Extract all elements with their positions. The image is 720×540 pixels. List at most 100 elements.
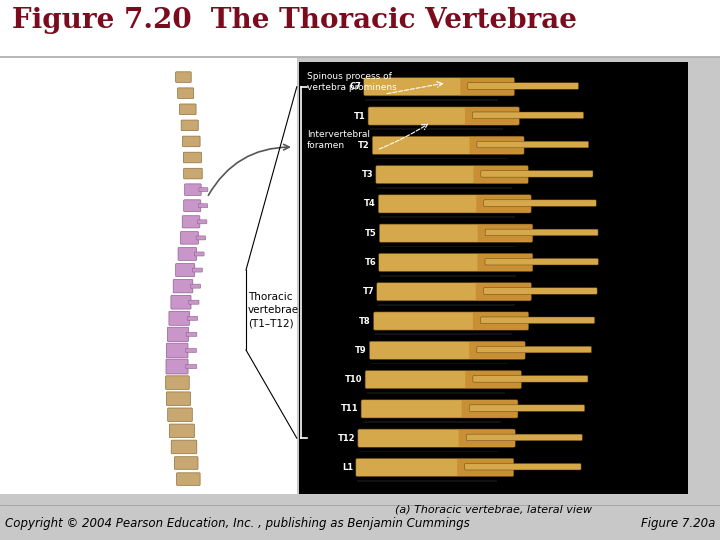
FancyBboxPatch shape [167,327,189,341]
Text: T11: T11 [341,404,359,414]
FancyBboxPatch shape [184,200,201,212]
FancyBboxPatch shape [477,346,591,353]
FancyBboxPatch shape [179,104,196,114]
FancyBboxPatch shape [485,259,598,265]
FancyBboxPatch shape [196,236,206,240]
FancyBboxPatch shape [182,215,200,228]
FancyBboxPatch shape [174,457,198,469]
FancyBboxPatch shape [465,107,519,125]
FancyBboxPatch shape [361,400,518,418]
FancyBboxPatch shape [182,136,200,147]
Bar [375,333,512,335]
FancyBboxPatch shape [199,204,207,208]
FancyBboxPatch shape [166,343,188,358]
FancyBboxPatch shape [176,473,200,485]
Bar [374,158,508,159]
FancyBboxPatch shape [186,364,197,368]
FancyBboxPatch shape [171,295,191,309]
FancyBboxPatch shape [187,316,198,320]
FancyBboxPatch shape [467,434,582,441]
Text: Thoracic
vertebrae
(T1–T12): Thoracic vertebrae (T1–T12) [248,292,299,328]
Bar [371,363,508,364]
Text: Figure 7.20  The Thoracic Vertebrae: Figure 7.20 The Thoracic Vertebrae [12,6,577,33]
FancyBboxPatch shape [474,166,528,183]
FancyBboxPatch shape [174,279,193,293]
FancyBboxPatch shape [476,283,531,300]
FancyBboxPatch shape [477,141,589,148]
Bar [359,450,498,453]
FancyBboxPatch shape [480,317,595,323]
Bar [0,57,720,540]
Text: L1: L1 [342,463,354,472]
FancyBboxPatch shape [189,300,199,304]
FancyBboxPatch shape [166,376,189,389]
FancyBboxPatch shape [186,348,197,353]
FancyBboxPatch shape [459,429,515,447]
Bar [378,304,515,306]
FancyBboxPatch shape [186,333,197,336]
FancyBboxPatch shape [178,88,194,98]
Bar [357,480,497,482]
FancyBboxPatch shape [472,112,584,119]
FancyBboxPatch shape [178,247,197,260]
FancyBboxPatch shape [465,463,581,470]
FancyBboxPatch shape [469,137,523,154]
Text: Spinous process of
vertebra prominens: Spinous process of vertebra prominens [307,72,397,92]
Bar [381,246,516,247]
FancyBboxPatch shape [166,392,191,406]
FancyBboxPatch shape [483,288,597,294]
FancyBboxPatch shape [169,424,194,437]
FancyBboxPatch shape [176,264,194,276]
Text: T10: T10 [345,375,363,384]
FancyBboxPatch shape [469,342,525,359]
FancyBboxPatch shape [171,440,197,454]
FancyBboxPatch shape [379,253,533,272]
FancyBboxPatch shape [372,136,524,154]
Text: (a) Thoracic vertebrae, lateral view: (a) Thoracic vertebrae, lateral view [395,504,592,514]
Text: T9: T9 [355,346,367,355]
Text: T3: T3 [361,170,373,179]
Bar [365,99,498,101]
Bar [380,275,516,276]
FancyBboxPatch shape [176,72,192,83]
Text: Figure 7.20a: Figure 7.20a [641,517,715,530]
FancyBboxPatch shape [181,120,198,131]
FancyBboxPatch shape [184,152,202,163]
FancyBboxPatch shape [356,458,514,477]
Text: T7: T7 [363,287,374,296]
Text: T2: T2 [358,141,370,150]
FancyBboxPatch shape [376,165,528,184]
FancyBboxPatch shape [457,459,513,476]
FancyBboxPatch shape [199,188,208,192]
FancyBboxPatch shape [166,359,188,374]
Text: C7: C7 [349,82,361,91]
FancyBboxPatch shape [473,375,588,382]
FancyBboxPatch shape [469,405,585,411]
FancyBboxPatch shape [184,168,202,179]
Bar [0,0,720,57]
FancyBboxPatch shape [180,232,199,244]
FancyBboxPatch shape [358,429,516,447]
Bar [299,62,688,494]
FancyBboxPatch shape [169,311,189,325]
Text: T12: T12 [338,434,356,443]
FancyBboxPatch shape [379,224,533,242]
FancyBboxPatch shape [476,195,531,213]
FancyBboxPatch shape [192,268,202,272]
Bar [0,57,297,494]
Text: T4: T4 [364,199,376,208]
FancyBboxPatch shape [184,184,201,195]
Text: T1: T1 [354,112,366,120]
FancyBboxPatch shape [460,78,514,96]
Bar [369,129,503,130]
FancyBboxPatch shape [477,254,532,271]
FancyBboxPatch shape [473,313,528,329]
FancyBboxPatch shape [377,282,531,301]
Text: Copyright © 2004 Pearson Education, Inc. , publishing as Benjamin Cummings: Copyright © 2004 Pearson Education, Inc.… [5,517,469,530]
FancyBboxPatch shape [369,341,525,360]
Bar [379,217,515,218]
FancyBboxPatch shape [365,370,521,389]
Text: Intervertebral
foramen: Intervertebral foramen [307,130,370,150]
FancyBboxPatch shape [197,220,207,224]
FancyBboxPatch shape [194,252,204,256]
